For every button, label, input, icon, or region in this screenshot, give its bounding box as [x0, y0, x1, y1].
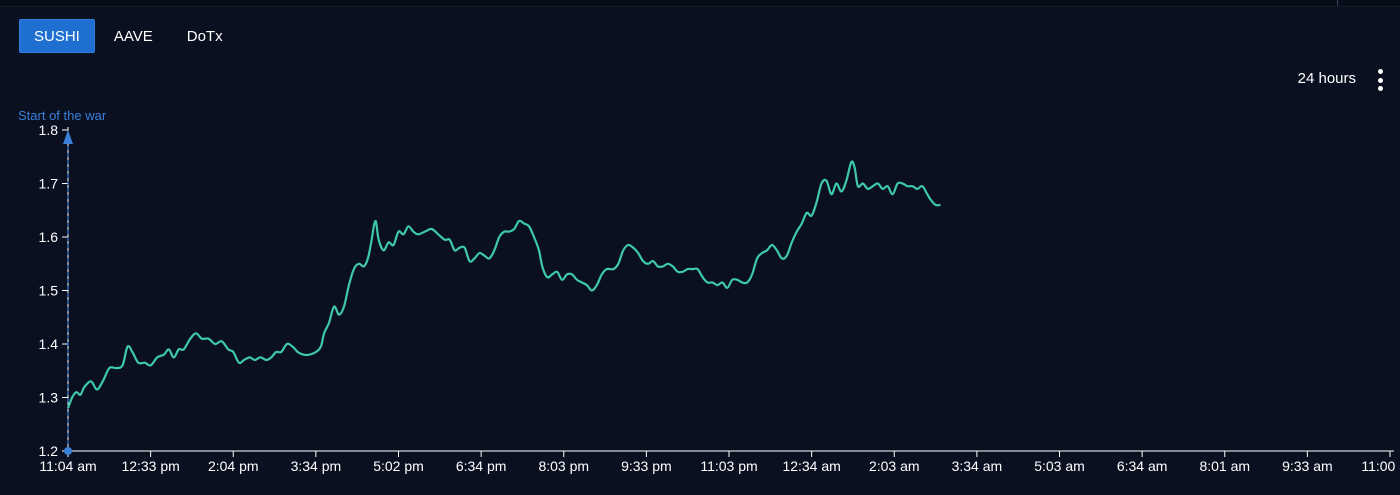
- x-tick-label: 11:04 am: [39, 458, 96, 474]
- y-tick-label: 1.7: [39, 176, 59, 192]
- x-tick-label: 12:34 am: [782, 458, 840, 474]
- x-tick-label: 3:34 am: [952, 458, 1003, 474]
- x-tick-label: 2:03 am: [869, 458, 920, 474]
- top-border: [0, 0, 1400, 7]
- x-tick-label: 11:03 pm: [700, 458, 757, 474]
- sushi-price-line: [66, 160, 941, 409]
- annotation-dot: [64, 447, 72, 455]
- y-tick-label: 1.6: [39, 229, 59, 245]
- x-tick-label: 5:02 pm: [373, 458, 424, 474]
- x-tick-label: 6:34 pm: [456, 458, 507, 474]
- annotation-label: Start of the war: [18, 108, 107, 123]
- x-tick-label: 12:33 pm: [121, 458, 179, 474]
- y-tick-label: 1.3: [39, 390, 59, 406]
- x-tick-label: 8:03 pm: [538, 458, 589, 474]
- x-tick-label: 2:04 pm: [208, 458, 259, 474]
- chart-series: [66, 160, 941, 409]
- y-tick-label: 1.5: [39, 283, 59, 299]
- start-of-war-annotation: Start of the war: [18, 108, 107, 455]
- x-tick-label: 9:33 pm: [621, 458, 672, 474]
- x-tick-label: 6:34 am: [1117, 458, 1168, 474]
- chart-axes: 1.2 1.3 1.4 1.5 1.6 1.7 1.8 11:04 am 12:33 pm 2:0…: [39, 122, 1400, 474]
- x-tick-label: 8:01 am: [1199, 458, 1250, 474]
- y-tick-label: 1.2: [39, 443, 59, 459]
- top-divider-mark: [1337, 0, 1338, 6]
- x-tick-label: 5:03 am: [1034, 458, 1085, 474]
- tab-aave[interactable]: AAVE: [113, 27, 153, 45]
- tab-sushi[interactable]: SUSHI: [19, 19, 95, 53]
- y-tick-label: 1.8: [39, 122, 59, 138]
- kebab-menu-icon[interactable]: [1375, 69, 1385, 91]
- x-tick-label: 11:00 am: [1361, 458, 1400, 474]
- x-tick-label: 3:34 pm: [291, 458, 342, 474]
- x-tick-label: 9:33 am: [1282, 458, 1333, 474]
- tab-dotx[interactable]: DoTx: [186, 27, 223, 45]
- token-tabs: SUSHI AAVE DoTx: [19, 19, 238, 53]
- annotation-arrow-icon: [63, 130, 73, 144]
- time-range-label[interactable]: 24 hours: [1297, 70, 1356, 87]
- y-tick-label: 1.4: [39, 336, 59, 352]
